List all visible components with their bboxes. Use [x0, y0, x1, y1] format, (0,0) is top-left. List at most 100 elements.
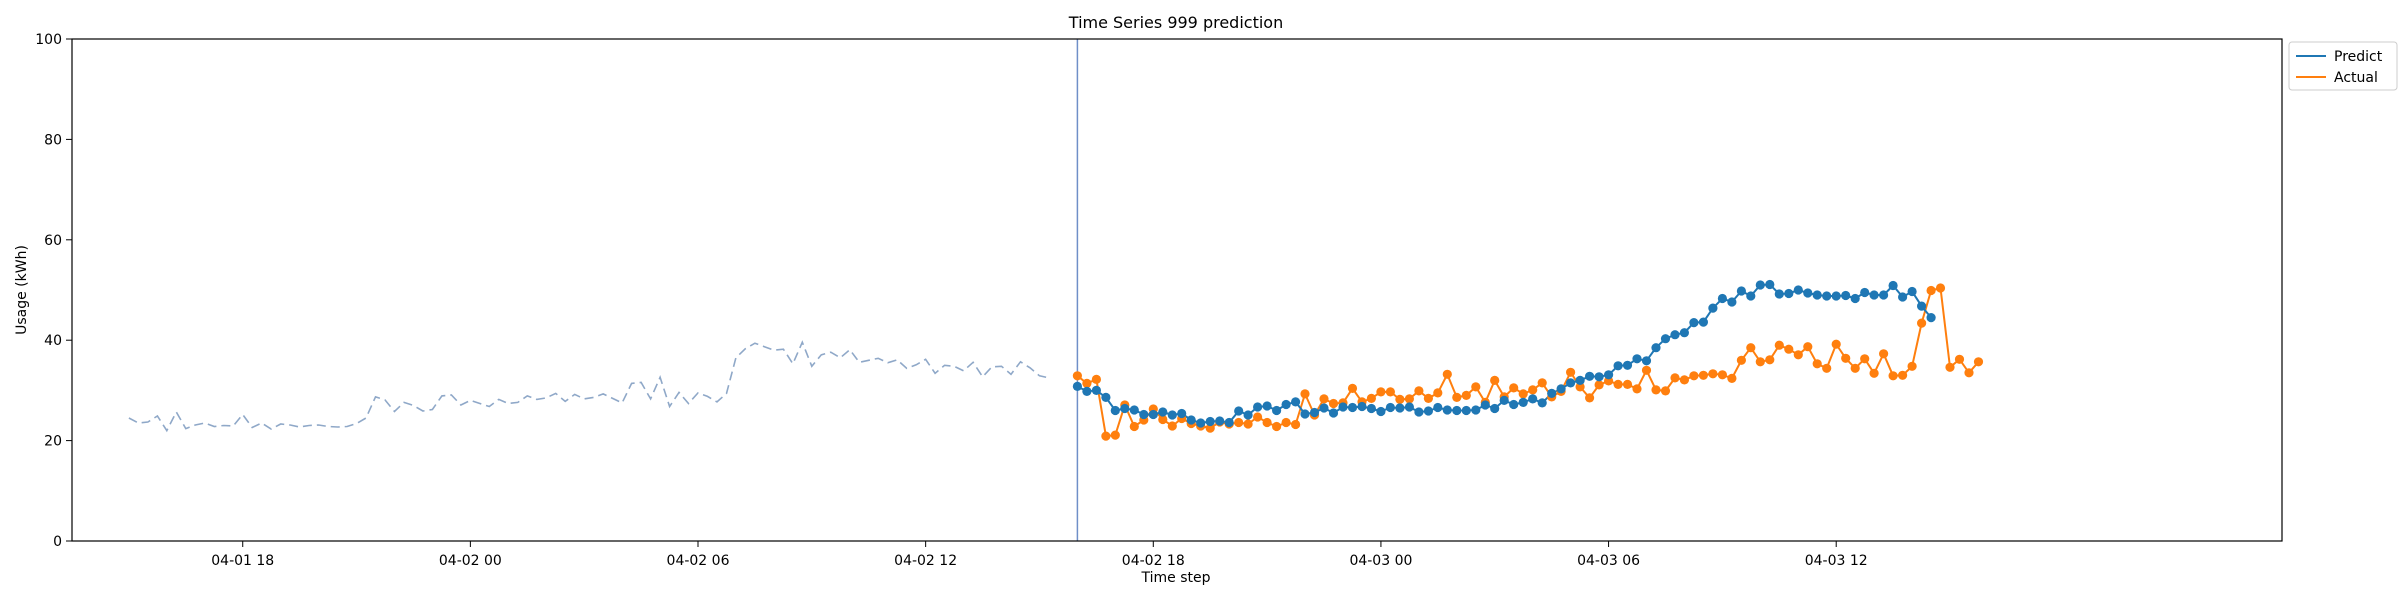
actual-point [1641, 365, 1652, 375]
predict-point [1338, 402, 1348, 412]
actual-point [1679, 375, 1689, 385]
predict-point [1736, 286, 1746, 296]
predict-point [1120, 403, 1130, 414]
actual-point [1262, 417, 1272, 428]
actual-point [1831, 339, 1841, 349]
actual-point [1812, 359, 1822, 369]
predict-point [1755, 280, 1765, 290]
y-tick-label: 20 [44, 434, 62, 450]
actual-point [1167, 421, 1177, 431]
predict-point [1072, 381, 1082, 391]
predict-point [1613, 361, 1623, 371]
actual-point [1291, 419, 1301, 430]
actual-point [1660, 386, 1671, 396]
actual-point [1613, 379, 1623, 389]
history-series-line [128, 340, 1050, 433]
predict-point [1414, 407, 1424, 417]
actual-point [1898, 370, 1908, 380]
predict-point [1679, 328, 1689, 338]
actual-point [1091, 374, 1101, 384]
actual-point [1879, 349, 1889, 359]
predict-point [1746, 291, 1756, 301]
predict-point [1831, 291, 1841, 301]
predict-point [1423, 406, 1433, 416]
predict-point [1129, 405, 1139, 415]
actual-point [1926, 285, 1936, 296]
actual-point [1869, 368, 1879, 378]
predict-point [1869, 290, 1879, 300]
actual-point [1442, 369, 1452, 379]
predict-point [1461, 405, 1471, 416]
actual-point [1594, 380, 1604, 390]
x-tick-label: 04-03 00 [1349, 553, 1412, 569]
predict-point [1547, 388, 1557, 398]
actual-point [1803, 342, 1813, 352]
predict-point [1328, 408, 1339, 418]
y-axis-label: Usage (kWh) [14, 245, 30, 335]
actual-point [1347, 383, 1358, 393]
actual-point [1907, 361, 1917, 371]
actual-point [1945, 362, 1955, 372]
predict-point [1347, 402, 1358, 413]
x-tick-label: 04-02 18 [1122, 553, 1185, 569]
actual-point [1101, 431, 1111, 441]
predict-point [1879, 290, 1889, 300]
x-tick-label: 04-03 06 [1577, 553, 1640, 569]
y-tick-label: 100 [35, 32, 62, 48]
predict-point [1917, 301, 1927, 311]
actual-point [1585, 393, 1595, 403]
predict-point [1812, 290, 1822, 300]
plot-frame [71, 38, 2283, 542]
predict-point [1272, 405, 1282, 416]
actual-point [1736, 355, 1746, 365]
actual-point [1793, 350, 1803, 360]
predict-point [1528, 394, 1538, 404]
predict-point [1357, 401, 1367, 412]
actual-point [1082, 378, 1092, 388]
actual-point [1471, 382, 1481, 392]
predict-point [1186, 415, 1196, 425]
x-tick-label: 04-02 12 [894, 553, 957, 569]
actual-point [1281, 417, 1291, 428]
predict-point [1490, 403, 1500, 414]
actual-point [1670, 373, 1680, 383]
actual-point [1746, 343, 1756, 353]
predict-point [1395, 403, 1405, 413]
predict-point [1803, 288, 1813, 298]
predict-point [1291, 397, 1301, 407]
predict-point [1765, 279, 1775, 290]
predict-point [1689, 318, 1699, 328]
actual-point [1651, 385, 1661, 395]
predict-point [1158, 407, 1168, 417]
actual-point [1575, 382, 1585, 392]
actual-point [1452, 392, 1462, 402]
predict-point [1471, 405, 1481, 415]
actual-point [1490, 375, 1500, 385]
actual-point [1433, 388, 1443, 398]
predict-point [1518, 397, 1528, 407]
actual-point [1404, 394, 1414, 404]
y-tick-label: 40 [44, 333, 62, 349]
predict-point [1898, 292, 1908, 302]
chart-title: Time Series 999 prediction [1068, 13, 1283, 32]
predict-point [1784, 288, 1794, 299]
predict-point [1727, 297, 1737, 307]
legend-predict-label: Predict [2334, 49, 2383, 65]
actual-point [1385, 387, 1395, 397]
predict-point [1404, 402, 1414, 412]
actual-point [1537, 378, 1547, 388]
actual-point [1243, 419, 1253, 429]
predict-point [1860, 287, 1870, 298]
predict-point [1926, 313, 1936, 323]
y-tick-label: 80 [44, 132, 62, 148]
predict-point [1708, 303, 1718, 313]
predict-point [1822, 291, 1832, 301]
predict-point [1604, 370, 1614, 380]
legend-actual-label: Actual [2334, 70, 2378, 86]
actual-point [1708, 369, 1718, 379]
predict-point [1452, 405, 1462, 416]
predict-point [1177, 408, 1187, 419]
actual-point [1423, 393, 1433, 403]
